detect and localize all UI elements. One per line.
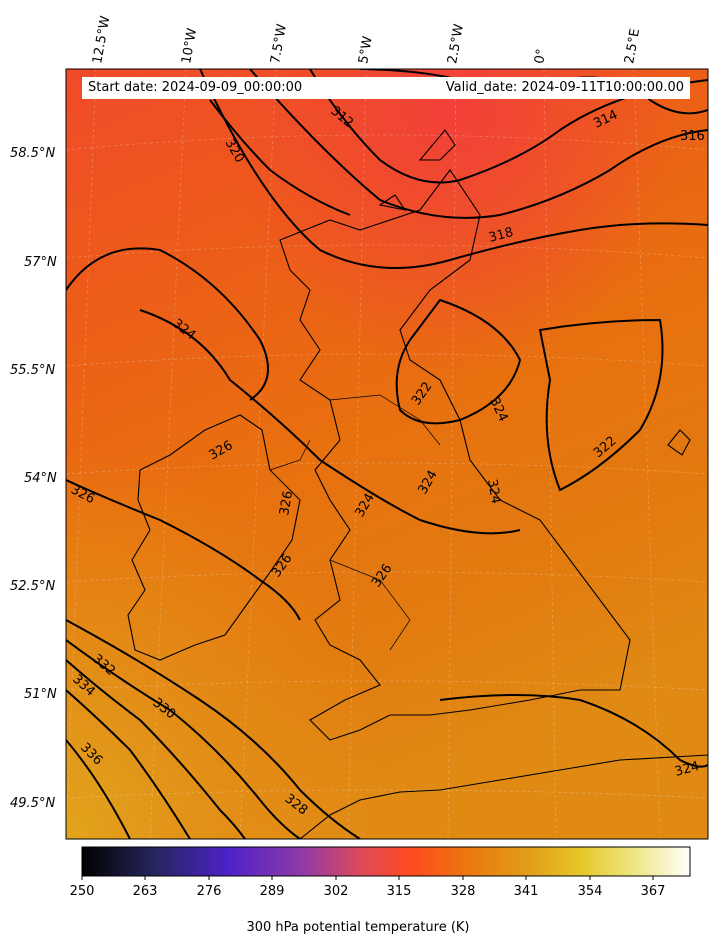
coastline-ireland xyxy=(127,414,301,661)
contour-316 xyxy=(249,69,708,219)
colorbar-tick-label: 289 xyxy=(259,884,285,899)
contour-324-south xyxy=(439,694,708,768)
contour-label-316: 316 xyxy=(680,129,705,144)
colorbar-tick-label: 367 xyxy=(640,884,666,899)
contour-312 xyxy=(309,69,708,184)
contour-334 xyxy=(66,689,191,839)
contour-324-north xyxy=(66,247,269,401)
temperature-field: 312 314 316 318 320 322 322 324 324 324 … xyxy=(66,69,708,839)
contour-318 xyxy=(199,69,708,269)
colorbar-tick-label: 354 xyxy=(577,884,603,899)
contour-324-mid xyxy=(139,309,521,535)
contour-lines xyxy=(66,69,708,839)
coastline-france xyxy=(299,754,708,839)
valid-date-text: Valid_date: 2024-09-11T10:00:00.00 xyxy=(445,80,684,95)
colorbar-tick-label: 276 xyxy=(196,884,222,899)
gridlines xyxy=(66,69,708,839)
colorbar-tick-label: 328 xyxy=(450,884,476,899)
colorbar xyxy=(81,846,691,877)
colorbar-ticks xyxy=(81,876,654,880)
colorbar-tick-label: 341 xyxy=(513,884,539,899)
date-info-box: Start date: 2024-09-09_00:00:00 Valid_da… xyxy=(82,77,690,99)
contour-332 xyxy=(66,659,246,839)
contour-322-east xyxy=(538,318,664,492)
lat-label: 58.5°N xyxy=(10,146,56,161)
contour-320 xyxy=(209,99,351,216)
colorbar-label: 300 hPa potential temperature (K) xyxy=(246,920,470,935)
contour-336 xyxy=(66,739,131,839)
contour-330 xyxy=(66,639,301,839)
contour-label-318: 318 xyxy=(487,225,515,246)
map-frame xyxy=(65,68,709,840)
lat-label: 57°N xyxy=(24,255,57,270)
lon-label: 0° xyxy=(532,47,550,65)
contour-label-324-c: 324 xyxy=(484,478,503,505)
contour-326 xyxy=(66,479,301,621)
contour-label-324-f: 324 xyxy=(673,759,701,780)
colorbar-tick-label: 250 xyxy=(69,884,95,899)
colorbar-tick-label: 263 xyxy=(132,884,158,899)
colorbar-tick-label: 315 xyxy=(386,884,412,899)
contour-label-326-d: 326 xyxy=(277,490,296,517)
coastline-norway xyxy=(667,429,691,456)
start-date-text: Start date: 2024-09-09_00:00:00 xyxy=(88,80,303,95)
contour-322 xyxy=(395,298,522,425)
lat-label: 55.5°N xyxy=(10,363,56,378)
lat-label: 52.5°N xyxy=(10,579,56,594)
coastlines xyxy=(127,129,708,839)
contour-328 xyxy=(66,619,361,839)
lat-label: 54°N xyxy=(24,471,57,486)
coastline-great-britain xyxy=(279,169,631,741)
lat-label: 51°N xyxy=(24,687,57,702)
colorbar-tick-label: 302 xyxy=(323,884,349,899)
lat-label: 49.5°N xyxy=(10,796,56,811)
